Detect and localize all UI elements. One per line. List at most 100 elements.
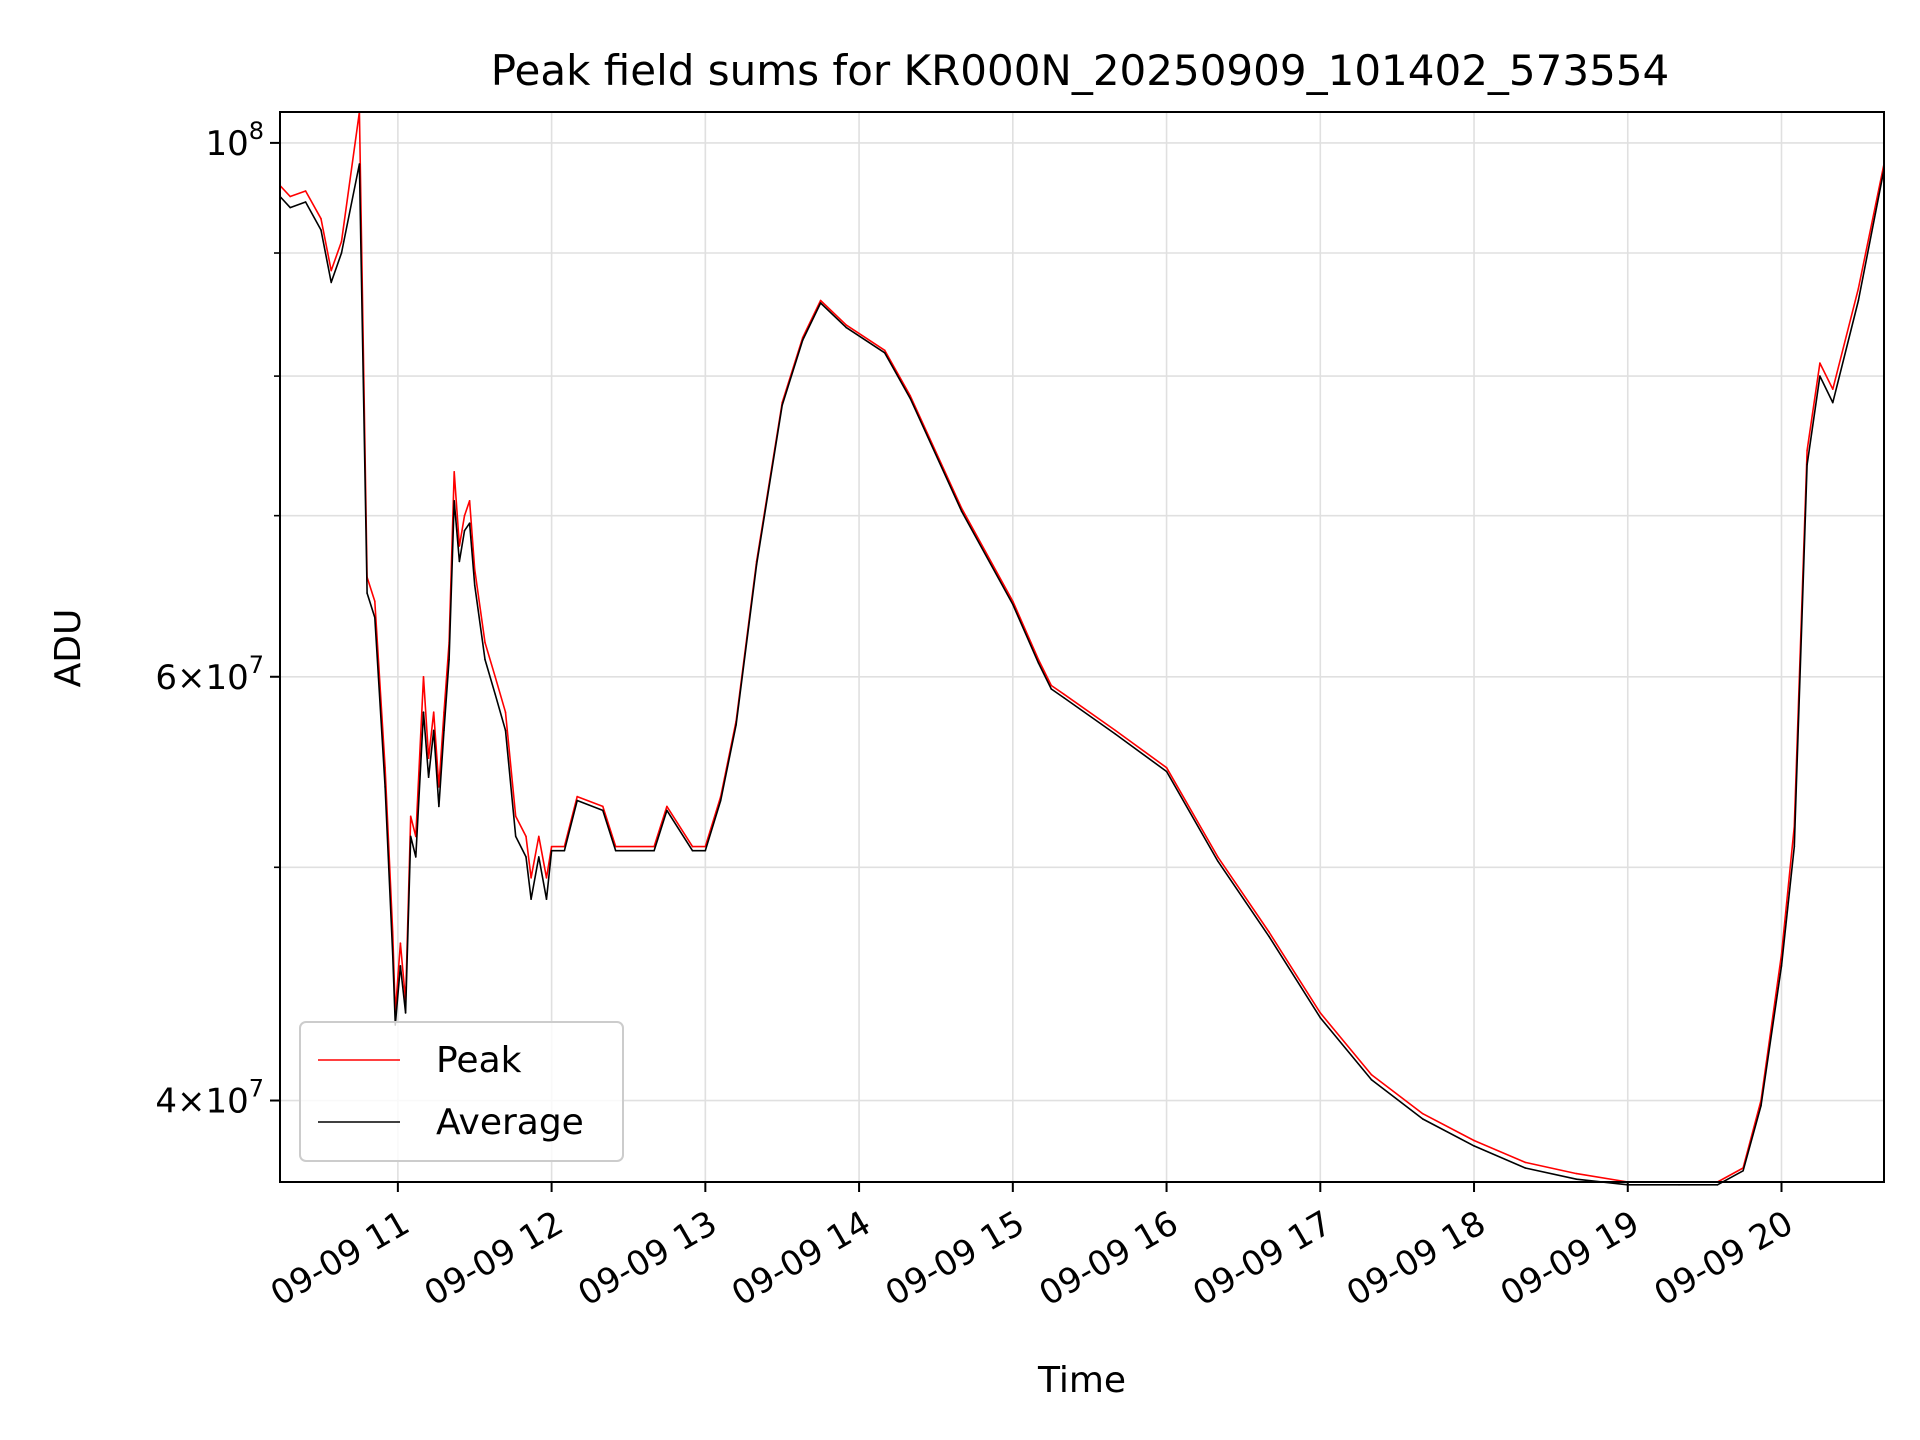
series-line-average: [279, 163, 1885, 1186]
data-point-average: [1063, 697, 1065, 699]
data-point-average: [422, 711, 425, 713]
data-point-average: [409, 835, 412, 838]
plot-background: [280, 112, 1884, 1182]
data-point-peak: [1319, 1012, 1322, 1014]
data-point-peak: [1370, 1073, 1373, 1076]
data-point-peak: [304, 190, 307, 192]
data-point-average: [330, 281, 333, 284]
data-point-average: [504, 729, 507, 732]
data-point-average: [719, 799, 722, 802]
data-point-average: [427, 776, 430, 779]
data-point-peak: [1575, 1172, 1578, 1175]
data-point-peak: [463, 514, 466, 517]
data-point-average: [1742, 1169, 1744, 1172]
data-point-average: [550, 849, 553, 852]
data-point-peak: [438, 786, 440, 788]
data-point-peak: [525, 835, 527, 838]
data-point-average: [1760, 1104, 1762, 1107]
data-point-average: [1319, 1016, 1322, 1019]
legend-label-peak: Peak: [436, 1040, 522, 1081]
legend: Peak Average: [299, 1021, 624, 1162]
data-point-peak: [1217, 856, 1219, 858]
data-point-average: [374, 616, 376, 619]
data-point-average: [545, 898, 548, 900]
data-point-average: [458, 560, 461, 563]
data-point-peak: [289, 195, 292, 198]
data-point-average: [443, 729, 445, 732]
data-point-average: [602, 809, 604, 812]
data-point-average: [494, 693, 497, 696]
data-point-average: [845, 326, 848, 329]
data-point-average: [1473, 1145, 1475, 1147]
data-point-average: [525, 856, 527, 858]
data-point-average: [1421, 1118, 1424, 1120]
data-point-peak: [819, 299, 822, 302]
data-point-peak: [1831, 388, 1834, 391]
data-point-average: [463, 529, 466, 532]
data-point-peak: [330, 269, 333, 272]
data-point-peak: [1037, 658, 1040, 661]
data-point-peak: [1165, 766, 1168, 769]
data-point-peak: [1012, 600, 1014, 602]
data-point-peak: [1857, 287, 1860, 290]
data-point-peak: [1063, 693, 1065, 696]
data-point-peak: [427, 757, 430, 760]
data-point-peak: [1806, 449, 1808, 452]
data-point-average: [666, 809, 668, 812]
plot-area: [279, 111, 1885, 1186]
data-point-peak: [504, 711, 507, 713]
data-point-average: [1678, 1184, 1680, 1186]
data-point-peak: [340, 240, 343, 243]
data-point-peak: [399, 942, 402, 944]
data-point-peak: [443, 711, 445, 713]
data-point-average: [909, 397, 912, 400]
data-point-peak: [1421, 1112, 1424, 1115]
data-point-average: [537, 856, 540, 858]
data-point-average: [1857, 299, 1860, 302]
data-point-average: [819, 302, 822, 304]
data-point-average: [735, 724, 737, 726]
data-point-average: [1050, 688, 1053, 690]
data-point-average: [614, 849, 617, 852]
data-point-average: [1037, 662, 1040, 664]
data-point-peak: [845, 324, 848, 326]
data-point-average: [1780, 965, 1783, 967]
data-point-peak: [320, 217, 322, 220]
data-point-average: [399, 965, 402, 967]
data-point-average: [404, 1012, 407, 1014]
data-point-average: [1793, 845, 1796, 848]
data-point-peak: [909, 395, 912, 397]
data-point-peak: [550, 845, 553, 848]
data-point-average: [1217, 860, 1219, 862]
data-point-peak: [453, 471, 456, 473]
data-point-peak: [691, 845, 694, 848]
data-point-average: [1524, 1167, 1527, 1169]
y-axis-label: ADU: [48, 609, 89, 688]
data-point-peak: [409, 815, 412, 818]
data-point-peak: [422, 675, 425, 678]
data-point-average: [755, 563, 758, 566]
data-point-average: [448, 658, 450, 661]
data-point-peak: [494, 675, 497, 678]
data-point-average: [415, 856, 417, 858]
data-point-average: [883, 352, 886, 354]
data-point-average: [530, 898, 532, 900]
legend-label-average: Average: [436, 1102, 584, 1143]
data-point-peak: [1473, 1139, 1475, 1142]
data-point-average: [514, 835, 517, 838]
data-point-peak: [432, 711, 435, 713]
data-point-average: [391, 953, 394, 956]
data-point-average: [960, 510, 963, 512]
data-point-average: [1716, 1184, 1719, 1186]
data-point-average: [1370, 1079, 1373, 1081]
data-point-peak: [1819, 362, 1821, 364]
data-point-peak: [1524, 1161, 1527, 1164]
data-point-average: [453, 500, 456, 502]
data-point-average: [468, 522, 471, 524]
data-point-average: [781, 404, 784, 407]
data-point-peak: [468, 500, 471, 502]
data-point-average: [432, 729, 435, 732]
grid: [280, 112, 1884, 1182]
data-point-peak: [530, 877, 532, 879]
